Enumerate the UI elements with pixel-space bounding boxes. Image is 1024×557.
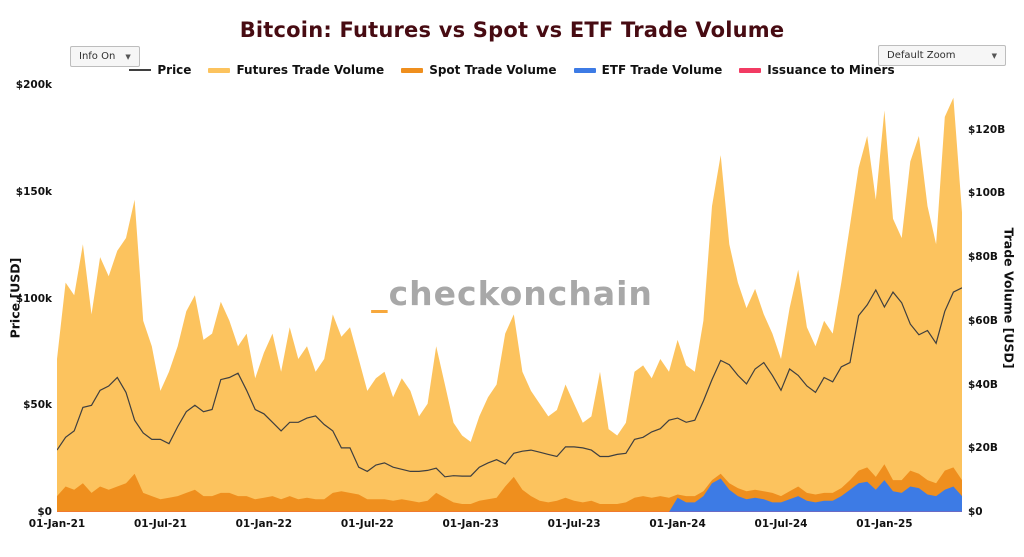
legend-item-spot-trade-volume[interactable]: Spot Trade Volume bbox=[401, 63, 557, 77]
right-axis-tick: $60B bbox=[968, 314, 998, 327]
price-swatch-icon bbox=[129, 69, 152, 71]
caret-down-icon: ▼ bbox=[125, 52, 131, 61]
left-axis-tick: $100k bbox=[15, 292, 52, 305]
issuance-to-miners-swatch-icon bbox=[739, 67, 762, 73]
zoom-dropdown-label: Default Zoom bbox=[887, 50, 956, 61]
left-axis-tick: $150k bbox=[15, 185, 52, 198]
caret-down-icon: ▼ bbox=[991, 51, 997, 60]
x-axis-tick: 01-Jan-25 bbox=[856, 518, 913, 530]
legend-item-issuance-to-miners[interactable]: Issuance to Miners bbox=[739, 63, 895, 77]
legend-label: Issuance to Miners bbox=[767, 63, 895, 77]
legend-item-price[interactable]: Price bbox=[129, 63, 191, 77]
legend-label: ETF Trade Volume bbox=[601, 63, 723, 77]
legend-item-futures-trade-volume[interactable]: Futures Trade Volume bbox=[208, 63, 384, 77]
x-axis-tick: 01-Jul-21 bbox=[133, 518, 187, 530]
legend-label: Futures Trade Volume bbox=[236, 63, 385, 77]
right-axis-tick: $120B bbox=[968, 123, 1006, 136]
chart-title: Bitcoin: Futures vs Spot vs ETF Trade Vo… bbox=[239, 18, 785, 42]
spot-trade-volume-swatch-icon bbox=[401, 67, 424, 73]
x-axis-tick: 01-Jan-21 bbox=[28, 518, 86, 530]
legend-item-etf-trade-volume[interactable]: ETF Trade Volume bbox=[573, 63, 723, 77]
legend-label: Spot Trade Volume bbox=[429, 63, 557, 77]
x-axis-tick: 01-Jan-24 bbox=[649, 518, 706, 530]
right-axis-tick: $20B bbox=[968, 442, 998, 455]
right-axis-tick: $0 bbox=[968, 506, 983, 518]
right-axis-tick: $80B bbox=[968, 251, 998, 264]
right-axis-tick: $100B bbox=[968, 187, 1006, 200]
left-axis-tick: $50k bbox=[23, 399, 52, 412]
left-axis-tick: $0 bbox=[37, 506, 52, 518]
futures-trade-volume-area bbox=[57, 97, 962, 512]
legend: Price Futures Trade Volume Spot Trade Volu… bbox=[0, 63, 1024, 77]
x-axis-tick: 01-Jul-24 bbox=[754, 518, 808, 530]
x-axis-tick: 01-Jul-23 bbox=[547, 518, 601, 530]
plot-area[interactable] bbox=[57, 85, 962, 512]
left-axis-tick: $200k bbox=[15, 79, 52, 91]
right-axis-tick: $40B bbox=[968, 378, 998, 391]
zoom-dropdown[interactable]: Default Zoom ▼ bbox=[878, 45, 1006, 66]
info-toggle-dropdown[interactable]: Info On ▼ bbox=[70, 46, 140, 67]
right-axis-title: Trade Volume [USD] bbox=[1001, 227, 1017, 369]
info-toggle-label: Info On bbox=[79, 51, 116, 62]
x-axis-tick: 01-Jan-23 bbox=[442, 518, 499, 530]
price-line bbox=[57, 287, 962, 478]
futures-trade-volume-swatch-icon bbox=[208, 67, 231, 73]
etf-trade-volume-swatch-icon bbox=[573, 67, 596, 73]
plot-canvas bbox=[57, 97, 962, 512]
etf-trade-volume-area bbox=[57, 478, 962, 512]
x-axis-tick: 01-Jul-22 bbox=[340, 518, 394, 530]
legend-label: Price bbox=[157, 63, 192, 77]
x-axis-tick: 01-Jan-22 bbox=[235, 518, 293, 530]
